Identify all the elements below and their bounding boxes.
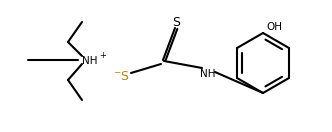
Text: S: S [172, 16, 180, 29]
Text: $\mathregular{{}^{-}}$S: $\mathregular{{}^{-}}$S [114, 70, 130, 84]
Text: +: + [99, 51, 106, 60]
Text: NH: NH [200, 69, 216, 79]
Text: OH: OH [266, 22, 282, 32]
Text: NH: NH [82, 56, 98, 66]
